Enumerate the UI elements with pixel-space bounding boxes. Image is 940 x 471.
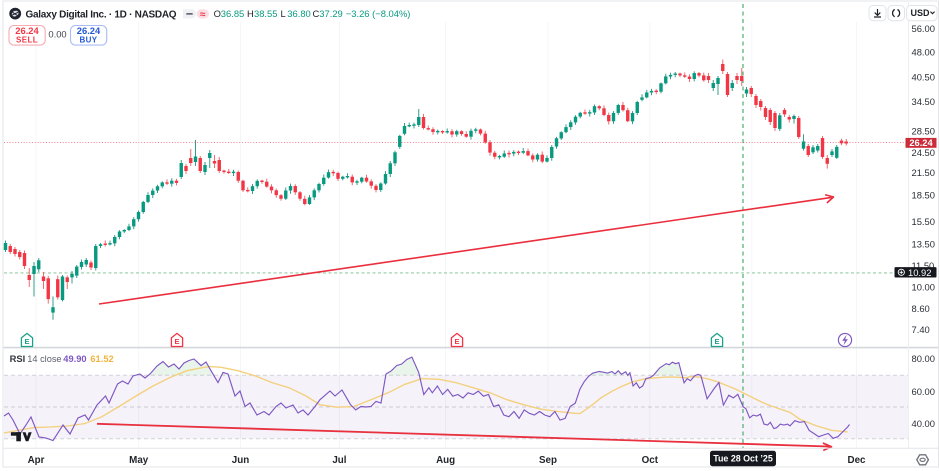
svg-text:36.80: 36.80	[287, 8, 310, 19]
svg-text:13.50: 13.50	[912, 239, 935, 250]
svg-text:14 close: 14 close	[27, 354, 61, 364]
svg-text:≈: ≈	[200, 9, 206, 20]
svg-text:Aug: Aug	[436, 455, 455, 466]
svg-text:38.55: 38.55	[254, 8, 277, 19]
svg-text:SELL: SELL	[16, 35, 38, 44]
svg-text:24.50: 24.50	[912, 147, 935, 158]
svg-text:40.50: 40.50	[912, 71, 935, 82]
svg-text:RSI: RSI	[10, 353, 26, 364]
svg-text:56.00: 56.00	[912, 23, 935, 34]
svg-text:61.52: 61.52	[90, 354, 113, 364]
svg-text:E: E	[174, 337, 179, 346]
svg-text:48.00: 48.00	[912, 47, 935, 58]
svg-text:10.92: 10.92	[908, 267, 931, 278]
svg-text:Apr: Apr	[28, 455, 45, 466]
svg-text:Dec: Dec	[848, 455, 867, 466]
svg-text:0.00: 0.00	[48, 29, 66, 40]
svg-text:34.50: 34.50	[912, 96, 935, 107]
svg-text:H: H	[247, 8, 254, 19]
svg-text:11.50: 11.50	[912, 260, 935, 271]
svg-text:C: C	[313, 8, 320, 19]
svg-text:40.00: 40.00	[912, 418, 935, 429]
svg-text:21.50: 21.50	[912, 167, 935, 178]
svg-text:49.90: 49.90	[63, 354, 86, 364]
svg-text:BUY: BUY	[79, 35, 97, 44]
svg-text:10.00: 10.00	[912, 281, 935, 292]
svg-text:E: E	[454, 337, 459, 346]
svg-text:8.60: 8.60	[912, 303, 930, 314]
svg-text:O: O	[214, 8, 221, 19]
svg-text:7.40: 7.40	[912, 324, 930, 335]
svg-text:Tue 28 Oct ’25: Tue 28 Oct ’25	[713, 453, 773, 463]
svg-text:15.50: 15.50	[912, 216, 935, 227]
svg-text:Jun: Jun	[232, 455, 249, 466]
svg-text:37.29: 37.29	[319, 8, 342, 19]
svg-text:USD: USD	[911, 8, 931, 18]
svg-text:28.50: 28.50	[912, 125, 935, 136]
svg-text:Oct: Oct	[642, 455, 659, 466]
svg-text:L: L	[281, 8, 286, 19]
svg-text:60.00: 60.00	[912, 386, 935, 397]
svg-text:May: May	[129, 455, 149, 466]
svg-text:E: E	[24, 337, 29, 346]
svg-text:18.50: 18.50	[912, 189, 935, 200]
svg-text:26.24: 26.24	[77, 25, 101, 36]
svg-text:Sep: Sep	[539, 455, 557, 466]
svg-text:Galaxy Digital Inc. · 1D · NAS: Galaxy Digital Inc. · 1D · NASDAQ	[26, 9, 177, 20]
svg-text:80.00: 80.00	[912, 353, 935, 364]
svg-text:26.24: 26.24	[909, 138, 933, 148]
svg-text:−3.26 (−8.04%): −3.26 (−8.04%)	[346, 8, 411, 19]
svg-text:E: E	[714, 337, 719, 346]
svg-text:36.85: 36.85	[221, 8, 244, 19]
svg-text:Jul: Jul	[332, 455, 346, 466]
svg-text:26.24: 26.24	[15, 25, 39, 36]
